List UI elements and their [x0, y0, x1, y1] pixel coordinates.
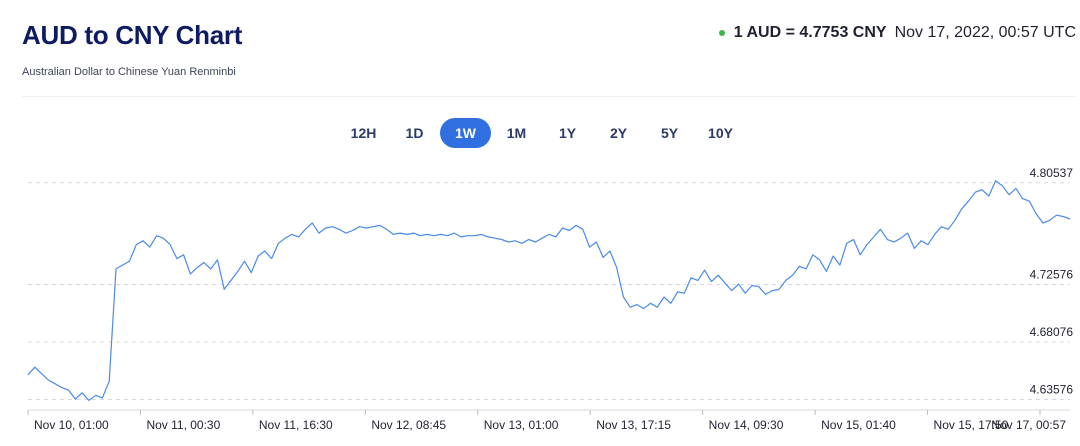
y-tick-label: 4.80537	[1030, 166, 1074, 180]
y-tick-label: 4.68076	[1030, 325, 1074, 339]
tab-1d[interactable]: 1D	[405, 125, 424, 141]
x-tick-label: Nov 17, 00:57	[991, 418, 1066, 432]
x-tick-label: Nov 13, 01:00	[484, 418, 559, 432]
rate-line-series	[27, 180, 1071, 401]
tab-5y[interactable]: 5Y	[660, 125, 679, 141]
x-tick-label: Nov 12, 08:45	[371, 418, 446, 432]
page-subtitle: Australian Dollar to Chinese Yuan Renmin…	[22, 66, 236, 78]
page-title: AUD to CNY Chart	[22, 20, 243, 50]
x-tick-label: Nov 13, 17:15	[596, 418, 671, 432]
live-status-dot-icon	[718, 30, 725, 36]
x-tick-label: Nov 10, 01:00	[34, 418, 109, 432]
x-tick-label: Nov 14, 09:30	[709, 418, 784, 432]
tab-10y[interactable]: 10Y	[708, 125, 733, 141]
tab-2y[interactable]: 2Y	[609, 125, 628, 141]
x-tick-label: Nov 15, 01:40	[821, 418, 896, 432]
x-tick-label: Nov 11, 16:30	[259, 418, 333, 432]
header-divider	[22, 96, 1076, 97]
rate-value: 1 AUD = 4.7753 CNY	[733, 24, 887, 41]
tab-1y[interactable]: 1Y	[558, 125, 577, 141]
x-tick-label: Nov 11, 00:30	[146, 418, 220, 432]
tab-12h[interactable]: 12H	[350, 125, 377, 141]
timeframe-tabs: 12H 1D 1W 1M 1Y 2Y 5Y 10Y	[338, 118, 746, 148]
y-tick-label: 4.63576	[1030, 382, 1074, 396]
rate-timestamp: Nov 17, 2022, 00:57 UTC	[894, 24, 1076, 41]
x-tick-label: Nov 15, 17:50	[934, 418, 1009, 432]
current-rate: 1 AUD = 4.7753 CNY Nov 17, 2022, 00:57 U…	[718, 24, 1076, 42]
y-tick-label: 4.72576	[1030, 267, 1074, 281]
tab-1m[interactable]: 1M	[506, 125, 527, 141]
tab-1w[interactable]: 1W	[440, 118, 491, 148]
